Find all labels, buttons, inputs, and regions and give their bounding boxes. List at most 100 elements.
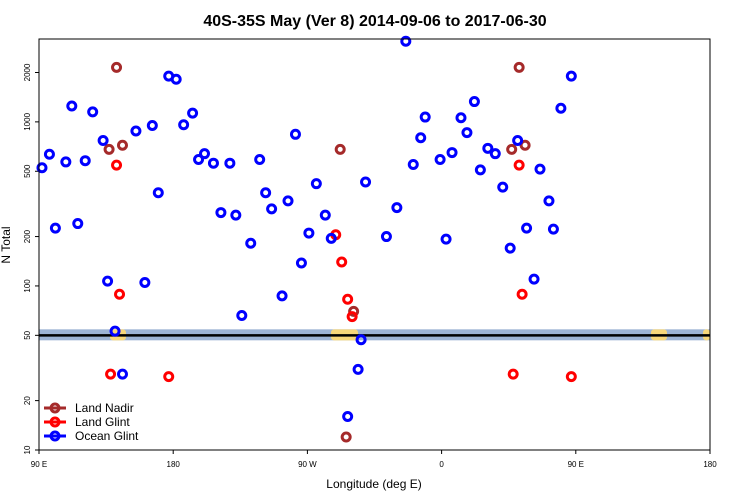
data-point-ocean-glint [215, 207, 227, 219]
data-point-ocean-glint [528, 273, 540, 285]
data-point-ocean-glint [207, 157, 219, 169]
data-point-ocean-glint [342, 411, 354, 423]
x-tick-label: 180 [167, 460, 181, 469]
data-point-land-glint [163, 371, 175, 383]
y-axis-label: N Total [0, 226, 13, 263]
data-point-ocean-glint [461, 127, 473, 139]
y-tick-label: 10 [23, 445, 32, 454]
y-tick-label: 50 [23, 330, 32, 339]
data-point-ocean-glint [521, 222, 533, 234]
legend-marker-land-nadir [49, 402, 61, 414]
data-point-ocean-glint [43, 148, 55, 160]
data-point-land-glint [342, 293, 354, 305]
data-point-ocean-glint [60, 156, 72, 168]
data-point-ocean-glint [178, 119, 190, 131]
y-tick-label: 100 [23, 279, 32, 293]
data-point-ocean-glint [139, 276, 151, 288]
data-point-ocean-glint [391, 202, 403, 214]
data-point-ocean-glint [130, 125, 142, 137]
legend-label-ocean-glint: Ocean Glint [75, 429, 139, 443]
reference-band [39, 329, 710, 341]
data-point-ocean-glint [199, 148, 211, 160]
data-point-ocean-glint [260, 187, 272, 199]
data-point-land-glint [565, 371, 577, 383]
data-point-ocean-glint [87, 106, 99, 118]
data-point-ocean-glint [276, 290, 288, 302]
data-point-land-glint [105, 368, 117, 380]
legend-item-land-glint: Land Glint [44, 415, 130, 429]
data-point-ocean-glint [455, 112, 467, 124]
data-point-ocean-glint [254, 153, 266, 165]
data-point-ocean-glint [282, 195, 294, 207]
x-tick-label: 180 [703, 460, 717, 469]
axes: 90 E 180 90 W 0 90 E 180 10 20 50 100 200 500 1000 20… [23, 63, 717, 469]
data-point-ocean-glint [295, 257, 307, 269]
x-tick-label: 90 E [568, 460, 584, 469]
data-point-land-glint [513, 159, 525, 171]
data-point-ocean-glint [66, 100, 78, 112]
data-point-land-glint [507, 368, 519, 380]
legend-item-land-nadir: Land Nadir [44, 401, 134, 415]
legend: Land Nadir Land Glint Ocean Glint [44, 401, 139, 443]
data-point-land-nadir [506, 143, 518, 155]
data-point-ocean-glint [482, 142, 494, 154]
data-point-ocean-glint [224, 157, 236, 169]
data-point-ocean-glint [36, 162, 48, 174]
data-point-land-nadir [111, 61, 123, 73]
data-point-land-glint [336, 256, 348, 268]
data-point-land-nadir [103, 143, 115, 155]
data-point-ocean-glint [407, 158, 419, 170]
data-point-ocean-glint [97, 134, 109, 146]
data-point-ocean-glint [230, 209, 242, 221]
data-point-ocean-glint [193, 153, 205, 165]
data-point-ocean-glint [415, 132, 427, 144]
data-point-ocean-glint [504, 242, 516, 254]
data-point-land-glint [346, 311, 358, 323]
data-point-ocean-glint [146, 120, 158, 132]
data-point-ocean-glint [325, 232, 337, 244]
data-point-ocean-glint [446, 147, 458, 159]
data-point-ocean-glint [474, 164, 486, 176]
y-tick-label: 500 [23, 164, 32, 178]
data-point-ocean-glint [289, 128, 301, 140]
data-point-ocean-glint [245, 237, 257, 249]
data-point-ocean-glint [380, 231, 392, 243]
data-point-land-nadir [334, 143, 346, 155]
legend-label-land-nadir: Land Nadir [75, 401, 134, 415]
data-point-land-nadir [117, 139, 129, 151]
data-point-ocean-glint [360, 176, 372, 188]
data-point-ocean-glint [152, 187, 164, 199]
data-point-ocean-glint [434, 153, 446, 165]
data-point-ocean-glint [303, 227, 315, 239]
y-tick-label: 200 [23, 229, 32, 243]
x-tick-label: 0 [439, 460, 444, 469]
y-tick-label: 1000 [23, 112, 32, 130]
data-point-ocean-glint [109, 325, 121, 337]
x-axis-label: Longitude (deg E) [326, 477, 421, 491]
data-point-ocean-glint [266, 203, 278, 215]
legend-marker-land-glint [49, 416, 61, 428]
data-point-land-nadir [340, 431, 352, 443]
data-point-land-glint [114, 288, 126, 300]
data-point-ocean-glint [440, 233, 452, 245]
data-point-ocean-glint [489, 148, 501, 160]
data-point-ocean-glint [419, 111, 431, 123]
data-points [36, 35, 577, 443]
data-point-ocean-glint [565, 70, 577, 82]
data-point-ocean-glint [534, 163, 546, 175]
data-point-ocean-glint [468, 96, 480, 108]
data-point-ocean-glint [236, 310, 248, 322]
data-point-ocean-glint [400, 35, 412, 47]
data-point-ocean-glint [355, 334, 367, 346]
data-point-land-nadir [513, 61, 525, 73]
data-point-ocean-glint [310, 178, 322, 190]
data-point-ocean-glint [79, 155, 91, 167]
legend-item-ocean-glint: Ocean Glint [44, 429, 139, 443]
data-point-ocean-glint [49, 222, 61, 234]
data-point-land-glint [111, 159, 123, 171]
x-tick-label: 90 W [298, 460, 317, 469]
plot-frame [38, 38, 711, 451]
data-point-ocean-glint [170, 73, 182, 85]
data-point-ocean-glint [102, 275, 114, 287]
